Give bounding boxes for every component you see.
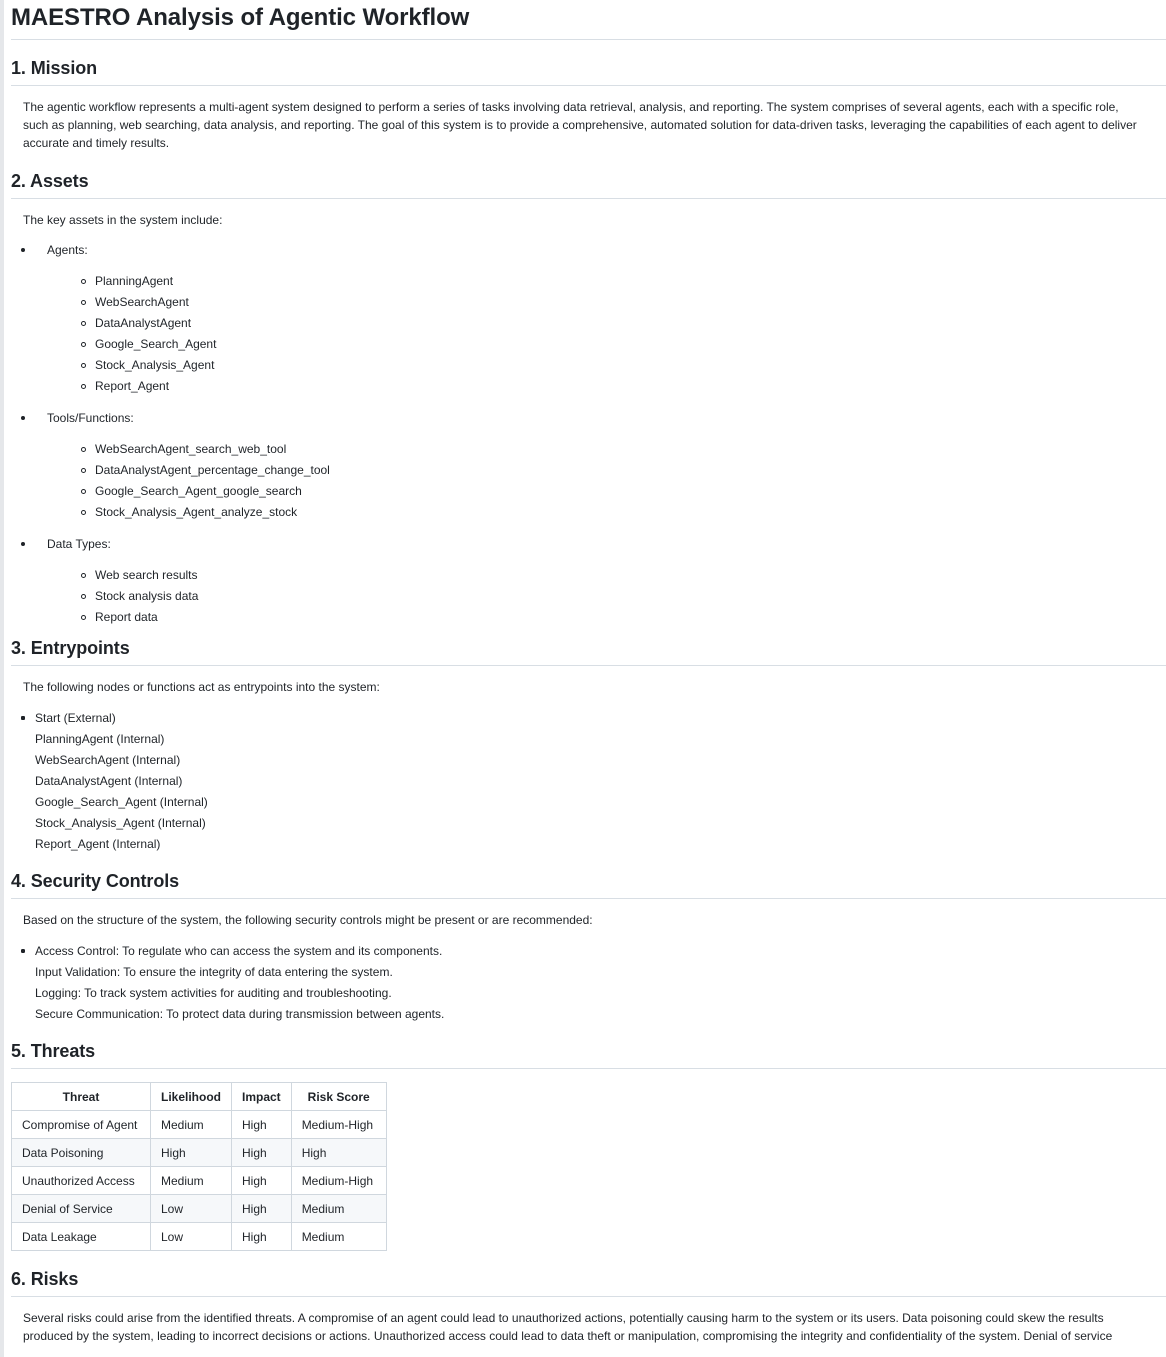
entrypoints-intro: The following nodes or functions act as … — [23, 680, 380, 694]
list-item: Stock_Analysis_Agent (Internal) — [11, 813, 1166, 834]
column-header: Impact — [231, 1082, 292, 1111]
list-item: PlanningAgent (Internal) — [11, 729, 1166, 750]
table-row: Compromise of Agent Medium High Medium-H… — [11, 1110, 387, 1139]
column-header: Threat — [11, 1082, 151, 1111]
list-item: Agents: PlanningAgent WebSearchAgent Dat… — [11, 241, 1166, 397]
list-item: WebSearchAgent (Internal) — [11, 750, 1166, 771]
table-row: Denial of Service Low High Medium — [11, 1194, 387, 1223]
column-header: Likelihood — [150, 1082, 232, 1111]
list-item: Report data — [47, 607, 1166, 628]
list-item: DataAnalystAgent_percentage_change_tool — [47, 460, 1166, 481]
list-item: Secure Communication: To protect data du… — [11, 1004, 1166, 1025]
table-cell: Data Poisoning — [11, 1138, 151, 1167]
table-cell: Medium-High — [290, 1166, 387, 1195]
list-item: Stock_Analysis_Agent_analyze_stock — [47, 502, 1166, 523]
table-cell: High — [231, 1194, 292, 1223]
table-cell: Medium-High — [290, 1110, 387, 1139]
list-item: DataAnalystAgent — [47, 313, 1166, 334]
list-item: Logging: To track system activities for … — [11, 983, 1166, 1004]
list-item: WebSearchAgent_search_web_tool — [47, 439, 1166, 460]
section-heading: 4. Security Controls — [11, 869, 1166, 899]
document: MAESTRO Analysis of Agentic Workflow 1. … — [11, 0, 1166, 1343]
table-header-row: Threat Likelihood Impact Risk Score — [11, 1082, 387, 1111]
list-item: Google_Search_Agent_google_search — [47, 481, 1166, 502]
table-cell: Medium — [150, 1110, 232, 1139]
list-item: PlanningAgent — [47, 271, 1166, 292]
table-cell: Medium — [290, 1194, 387, 1223]
list-item: Input Validation: To ensure the integrit… — [11, 962, 1166, 983]
section-heading: 3. Entrypoints — [11, 636, 1166, 666]
asset-group-label: Agents: — [47, 243, 88, 257]
section-assets: 2. Assets The key assets in the system i… — [11, 169, 1166, 628]
table-cell: Data Leakage — [11, 1222, 151, 1251]
section-heading: 6. Risks — [11, 1267, 1166, 1297]
table-cell: Unauthorized Access — [11, 1166, 151, 1195]
table-cell: High — [150, 1138, 232, 1167]
list-item: Google_Search_Agent — [47, 334, 1166, 355]
asset-group-label: Tools/Functions: — [47, 411, 134, 425]
section-mission: 1. Mission The agentic workflow represen… — [11, 56, 1166, 152]
asset-sublist: PlanningAgent WebSearchAgent DataAnalyst… — [47, 271, 1166, 397]
list-item: Report_Agent — [47, 376, 1166, 397]
list-item: Stock analysis data — [47, 586, 1166, 607]
section-security-controls: 4. Security Controls Based on the struct… — [11, 869, 1166, 1025]
assets-intro: The key assets in the system include: — [23, 213, 223, 227]
asset-group-label: Data Types: — [47, 537, 111, 551]
section-heading: 1. Mission — [11, 56, 1166, 86]
list-item: Access Control: To regulate who can acce… — [11, 941, 1166, 962]
table-cell: Medium — [290, 1222, 387, 1251]
table-cell: High — [231, 1166, 292, 1195]
table-cell: High — [231, 1138, 292, 1167]
table-cell: Medium — [150, 1166, 232, 1195]
asset-groups: Agents: PlanningAgent WebSearchAgent Dat… — [11, 241, 1166, 628]
list-item: Google_Search_Agent (Internal) — [11, 792, 1166, 813]
list-item: Tools/Functions: WebSearchAgent_search_w… — [11, 409, 1166, 523]
left-gutter — [0, 0, 4, 1357]
list-item: WebSearchAgent — [47, 292, 1166, 313]
table-cell: High — [231, 1222, 292, 1251]
list-item: Stock_Analysis_Agent — [47, 355, 1166, 376]
section-risks: 6. Risks Several risks could arise from … — [11, 1267, 1166, 1345]
threats-table: Threat Likelihood Impact Risk Score Comp… — [11, 1082, 387, 1251]
table-cell: High — [231, 1110, 292, 1139]
list-item: Report_Agent (Internal) — [11, 834, 1166, 855]
table-row: Unauthorized Access Medium High Medium-H… — [11, 1166, 387, 1195]
asset-sublist: WebSearchAgent_search_web_tool DataAnaly… — [47, 439, 1166, 523]
table-cell: Low — [150, 1194, 232, 1223]
table-cell: Compromise of Agent — [11, 1110, 151, 1139]
column-header: Risk Score — [290, 1082, 387, 1111]
risks-text: Several risks could arise from the ident… — [23, 1311, 1113, 1343]
list-item: Start (External) — [11, 708, 1166, 729]
list-item: Data Types: Web search results Stock ana… — [11, 535, 1166, 628]
table-cell: High — [290, 1138, 387, 1167]
list-item: Web search results — [47, 565, 1166, 586]
table-cell: Low — [150, 1222, 232, 1251]
table-cell: Denial of Service — [11, 1194, 151, 1223]
entrypoints-list: Start (External) PlanningAgent (Internal… — [11, 708, 1166, 855]
list-item: DataAnalystAgent (Internal) — [11, 771, 1166, 792]
section-threats: 5. Threats Threat Likelihood Impact Risk… — [11, 1039, 1166, 1251]
asset-sublist: Web search results Stock analysis data R… — [47, 565, 1166, 628]
section-entrypoints: 3. Entrypoints The following nodes or fu… — [11, 636, 1166, 855]
section-heading: 2. Assets — [11, 169, 1166, 199]
page-title: MAESTRO Analysis of Agentic Workflow — [11, 0, 1166, 40]
controls-list: Access Control: To regulate who can acce… — [11, 941, 1166, 1025]
section-heading: 5. Threats — [11, 1039, 1166, 1069]
mission-text: The agentic workflow represents a multi-… — [23, 100, 1137, 150]
table-row: Data Leakage Low High Medium — [11, 1222, 387, 1251]
table-row: Data Poisoning High High High — [11, 1138, 387, 1167]
controls-intro: Based on the structure of the system, th… — [23, 913, 593, 927]
